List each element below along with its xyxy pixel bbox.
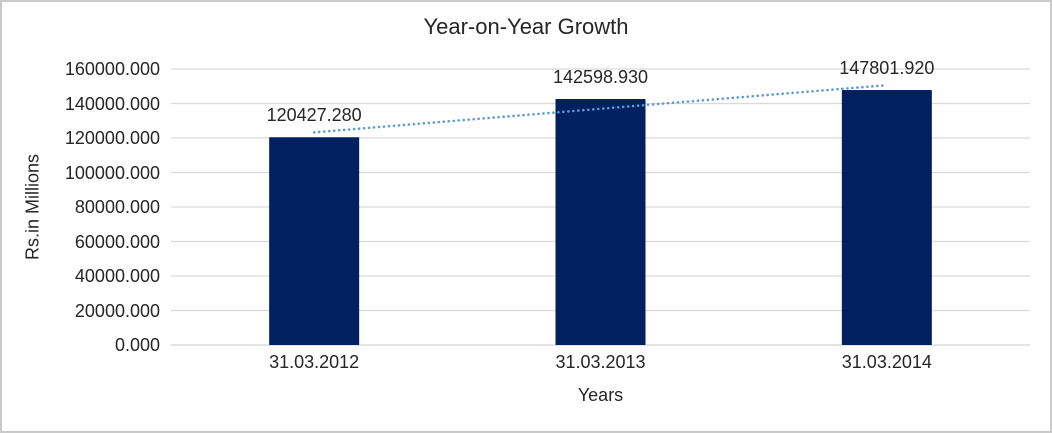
bar-value-label: 147801.920 bbox=[839, 58, 935, 79]
y-tick-label: 120000.000 bbox=[64, 128, 160, 148]
x-tick-label: 31.03.2012 bbox=[269, 352, 360, 372]
y-tick-label: 40000.000 bbox=[74, 266, 160, 286]
trendline bbox=[312, 83, 889, 134]
y-tick-label: 160000.000 bbox=[64, 59, 160, 79]
x-tick-label: 31.03.2014 bbox=[841, 352, 932, 372]
y-tick-label: 60000.000 bbox=[74, 231, 160, 252]
bar-value-label: 120427.280 bbox=[266, 105, 362, 126]
chart-title: Year-on-Year Growth bbox=[423, 14, 629, 39]
bar bbox=[841, 90, 932, 345]
y-tick-label: 20000.000 bbox=[74, 300, 160, 321]
bar bbox=[555, 99, 646, 345]
x-axis-title: Years bbox=[577, 385, 624, 405]
bar-value-label: 142598.930 bbox=[552, 67, 649, 88]
bar bbox=[269, 137, 360, 345]
y-tick-label: 140000.000 bbox=[64, 93, 160, 114]
x-tick-label: 31.03.2013 bbox=[555, 352, 646, 372]
y-tick-label: 80000.000 bbox=[74, 197, 160, 217]
y-tick-label: 0.000 bbox=[114, 335, 160, 355]
y-tick-label: 100000.000 bbox=[64, 162, 160, 183]
